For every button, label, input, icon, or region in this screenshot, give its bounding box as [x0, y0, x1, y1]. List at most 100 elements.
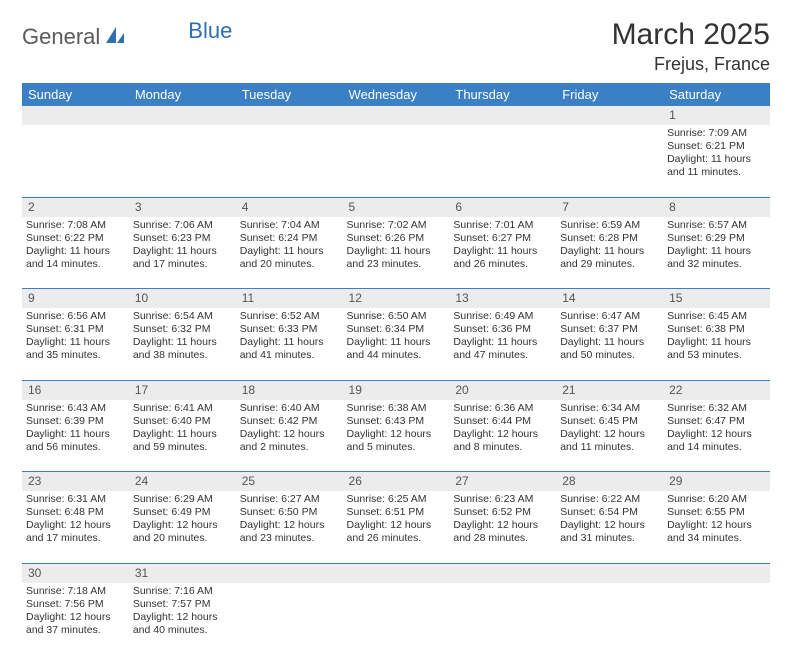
sunset-line: Sunset: 6:43 PM — [347, 415, 446, 428]
day-number: 11 — [236, 289, 343, 309]
day-number: 21 — [556, 380, 663, 400]
day-cell: Sunrise: 6:41 AMSunset: 6:40 PMDaylight:… — [129, 400, 236, 472]
sunset-line: Sunset: 6:21 PM — [667, 140, 766, 153]
weekday-header: Tuesday — [236, 83, 343, 106]
sunset-line: Sunset: 6:40 PM — [133, 415, 232, 428]
day-number — [343, 106, 450, 125]
daylight-line: Daylight: 11 hours and 29 minutes. — [560, 245, 659, 271]
day-cell: Sunrise: 6:36 AMSunset: 6:44 PMDaylight:… — [449, 400, 556, 472]
sunrise-line: Sunrise: 6:57 AM — [667, 219, 766, 232]
daylight-line: Daylight: 12 hours and 31 minutes. — [560, 519, 659, 545]
sunset-line: Sunset: 6:31 PM — [26, 323, 125, 336]
sunset-line: Sunset: 6:26 PM — [347, 232, 446, 245]
sunset-line: Sunset: 6:27 PM — [453, 232, 552, 245]
weekday-header: Sunday — [22, 83, 129, 106]
sunset-line: Sunset: 6:44 PM — [453, 415, 552, 428]
sunrise-line: Sunrise: 6:56 AM — [26, 310, 125, 323]
day-cell: Sunrise: 7:18 AMSunset: 7:56 PMDaylight:… — [22, 583, 129, 655]
sunrise-line: Sunrise: 6:22 AM — [560, 493, 659, 506]
day-cell: Sunrise: 6:25 AMSunset: 6:51 PMDaylight:… — [343, 491, 450, 563]
day-cell: Sunrise: 6:32 AMSunset: 6:47 PMDaylight:… — [663, 400, 770, 472]
day-number: 20 — [449, 380, 556, 400]
day-cell: Sunrise: 6:22 AMSunset: 6:54 PMDaylight:… — [556, 491, 663, 563]
day-number: 29 — [663, 472, 770, 492]
sunrise-line: Sunrise: 7:18 AM — [26, 585, 125, 598]
daylight-line: Daylight: 12 hours and 5 minutes. — [347, 428, 446, 454]
sunrise-line: Sunrise: 6:20 AM — [667, 493, 766, 506]
day-number: 24 — [129, 472, 236, 492]
sunrise-line: Sunrise: 6:32 AM — [667, 402, 766, 415]
weekday-header: Wednesday — [343, 83, 450, 106]
day-cell: Sunrise: 7:06 AMSunset: 6:23 PMDaylight:… — [129, 217, 236, 289]
daylight-line: Daylight: 11 hours and 26 minutes. — [453, 245, 552, 271]
daylight-line: Daylight: 11 hours and 59 minutes. — [133, 428, 232, 454]
daylight-line: Daylight: 12 hours and 2 minutes. — [240, 428, 339, 454]
daylight-line: Daylight: 11 hours and 53 minutes. — [667, 336, 766, 362]
day-cell: Sunrise: 7:04 AMSunset: 6:24 PMDaylight:… — [236, 217, 343, 289]
daylight-line: Daylight: 12 hours and 11 minutes. — [560, 428, 659, 454]
daylight-line: Daylight: 11 hours and 35 minutes. — [26, 336, 125, 362]
day-number: 28 — [556, 472, 663, 492]
day-cell: Sunrise: 7:09 AMSunset: 6:21 PMDaylight:… — [663, 125, 770, 197]
day-number: 1 — [663, 106, 770, 125]
day-number: 19 — [343, 380, 450, 400]
daylight-line: Daylight: 11 hours and 32 minutes. — [667, 245, 766, 271]
day-number — [556, 563, 663, 583]
sunset-line: Sunset: 6:36 PM — [453, 323, 552, 336]
day-number: 9 — [22, 289, 129, 309]
daylight-line: Daylight: 12 hours and 23 minutes. — [240, 519, 339, 545]
sunset-line: Sunset: 6:38 PM — [667, 323, 766, 336]
sunrise-line: Sunrise: 6:27 AM — [240, 493, 339, 506]
day-number — [663, 563, 770, 583]
sunrise-line: Sunrise: 6:36 AM — [453, 402, 552, 415]
day-number: 26 — [343, 472, 450, 492]
sunrise-line: Sunrise: 6:41 AM — [133, 402, 232, 415]
day-number — [556, 106, 663, 125]
daylight-line: Daylight: 12 hours and 40 minutes. — [133, 611, 232, 637]
daylight-line: Daylight: 12 hours and 37 minutes. — [26, 611, 125, 637]
location: Frejus, France — [612, 54, 770, 75]
day-number-row: 1 — [22, 106, 770, 125]
day-number — [449, 106, 556, 125]
sunset-line: Sunset: 7:56 PM — [26, 598, 125, 611]
daylight-line: Daylight: 11 hours and 50 minutes. — [560, 336, 659, 362]
day-cell: Sunrise: 7:01 AMSunset: 6:27 PMDaylight:… — [449, 217, 556, 289]
day-cell — [449, 125, 556, 197]
sunrise-line: Sunrise: 6:40 AM — [240, 402, 339, 415]
day-cell: Sunrise: 7:08 AMSunset: 6:22 PMDaylight:… — [22, 217, 129, 289]
day-number — [236, 106, 343, 125]
day-number: 15 — [663, 289, 770, 309]
sunset-line: Sunset: 6:50 PM — [240, 506, 339, 519]
title-block: March 2025 Frejus, France — [612, 18, 770, 75]
daylight-line: Daylight: 11 hours and 11 minutes. — [667, 153, 766, 179]
day-info-row: Sunrise: 6:43 AMSunset: 6:39 PMDaylight:… — [22, 400, 770, 472]
day-cell — [236, 583, 343, 655]
day-cell — [236, 125, 343, 197]
sunset-line: Sunset: 6:42 PM — [240, 415, 339, 428]
calendar-body: 1Sunrise: 7:09 AMSunset: 6:21 PMDaylight… — [22, 106, 770, 655]
calendar-table: Sunday Monday Tuesday Wednesday Thursday… — [22, 83, 770, 655]
sunrise-line: Sunrise: 6:45 AM — [667, 310, 766, 323]
weekday-header: Friday — [556, 83, 663, 106]
day-number: 25 — [236, 472, 343, 492]
day-number: 17 — [129, 380, 236, 400]
day-number — [236, 563, 343, 583]
sunset-line: Sunset: 6:55 PM — [667, 506, 766, 519]
daylight-line: Daylight: 12 hours and 28 minutes. — [453, 519, 552, 545]
sunset-line: Sunset: 6:48 PM — [26, 506, 125, 519]
day-number: 13 — [449, 289, 556, 309]
logo: General Blue — [22, 18, 232, 50]
daylight-line: Daylight: 12 hours and 20 minutes. — [133, 519, 232, 545]
day-cell: Sunrise: 6:45 AMSunset: 6:38 PMDaylight:… — [663, 308, 770, 380]
header: General Blue March 2025 Frejus, France — [22, 18, 770, 75]
day-number-row: 9101112131415 — [22, 289, 770, 309]
sunrise-line: Sunrise: 6:25 AM — [347, 493, 446, 506]
day-number: 10 — [129, 289, 236, 309]
daylight-line: Daylight: 11 hours and 47 minutes. — [453, 336, 552, 362]
day-number — [343, 563, 450, 583]
logo-text-general: General — [22, 24, 100, 50]
sunrise-line: Sunrise: 6:34 AM — [560, 402, 659, 415]
day-info-row: Sunrise: 7:09 AMSunset: 6:21 PMDaylight:… — [22, 125, 770, 197]
day-cell: Sunrise: 6:49 AMSunset: 6:36 PMDaylight:… — [449, 308, 556, 380]
daylight-line: Daylight: 11 hours and 20 minutes. — [240, 245, 339, 271]
